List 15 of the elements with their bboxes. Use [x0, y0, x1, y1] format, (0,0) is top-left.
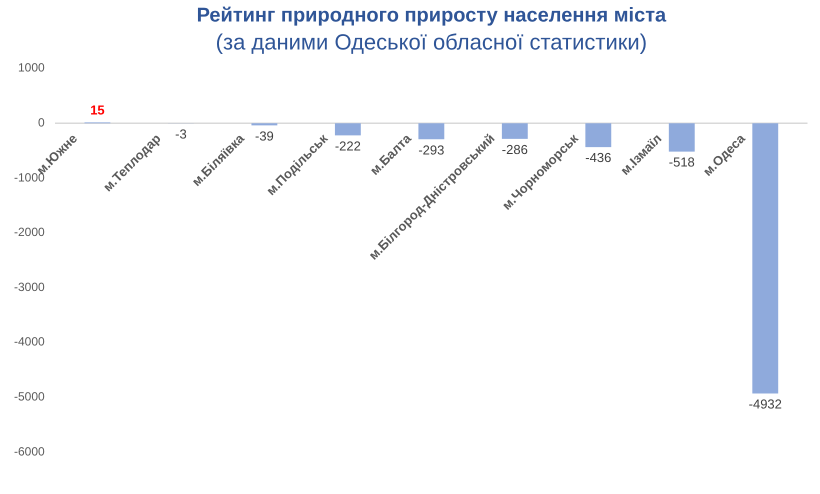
y-tick-label: -6000	[14, 444, 46, 458]
data-label: 15	[90, 102, 105, 118]
y-tick-label: -5000	[14, 390, 46, 404]
data-label: -222	[334, 138, 361, 154]
data-label: -3	[175, 126, 187, 142]
data-label: -4932	[748, 396, 782, 412]
y-tick-label: -4000	[14, 334, 46, 349]
chart-subtitle: (за даними Одеської обласної статистики)	[216, 29, 648, 54]
chart-title: Рейтинг природного приросту населення міста	[196, 4, 667, 27]
data-label: -518	[668, 154, 695, 170]
y-tick-label: 1000	[18, 60, 46, 75]
y-tick-label: -3000	[14, 280, 46, 294]
y-tick-label: -2000	[14, 225, 46, 240]
y-tick-label: 0	[38, 116, 46, 130]
data-label: -436	[585, 150, 612, 166]
